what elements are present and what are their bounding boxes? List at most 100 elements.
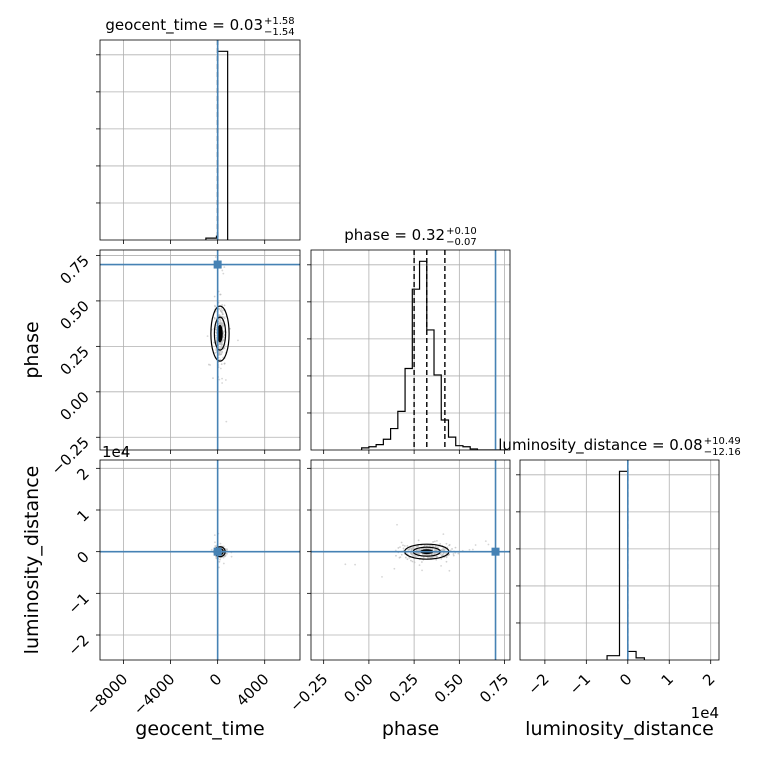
x-tick-label: −4000 xyxy=(130,670,179,719)
scatter-point xyxy=(412,547,415,550)
scatter-point xyxy=(222,272,225,275)
scatter-point xyxy=(221,382,224,384)
scatter-point xyxy=(219,558,221,561)
scatter-point xyxy=(433,555,436,558)
panel-frame xyxy=(99,39,301,241)
scatter-point xyxy=(219,542,222,545)
scatter-point xyxy=(432,541,435,543)
scatter-point xyxy=(221,325,224,328)
scatter-point xyxy=(214,541,216,544)
scatter-point xyxy=(421,569,423,572)
scatter-point xyxy=(441,549,444,551)
y-tick-label: −2 xyxy=(64,631,92,659)
injection-marker xyxy=(213,547,222,556)
scatter-point xyxy=(431,544,434,547)
scatter-point xyxy=(225,420,228,423)
histogram-phase xyxy=(361,260,507,450)
scatter-point xyxy=(427,556,430,559)
x-tick-label: −1 xyxy=(566,670,594,698)
scatter-point xyxy=(213,304,216,307)
panel-title-geocent_time: geocent_time = 0.03 +1.58−1.54 xyxy=(105,16,294,38)
scatter-point xyxy=(218,560,221,563)
scatter-point xyxy=(415,545,418,548)
scatter-point xyxy=(219,350,222,353)
scatter-point xyxy=(396,523,398,526)
scatter-point xyxy=(423,544,426,547)
scatter-point xyxy=(222,545,225,548)
y-tick-label: 2 xyxy=(73,464,92,483)
scatter-point xyxy=(445,552,448,555)
scatter-point xyxy=(442,533,445,536)
scatter-point xyxy=(418,549,421,552)
x-offset-label: 1e4 xyxy=(691,704,719,722)
scatter-point xyxy=(402,544,404,547)
panel-luminosity_distance-vs-phase xyxy=(307,459,511,664)
scatter-point xyxy=(400,553,403,556)
title-main: geocent_time = 0.03 xyxy=(105,16,263,35)
scatter-point xyxy=(229,327,231,330)
title-minus: −1.54 xyxy=(264,27,295,38)
scatter-point xyxy=(213,534,216,537)
scatter-point xyxy=(213,341,216,344)
scatter-point xyxy=(406,544,409,547)
scatter-point xyxy=(404,556,407,559)
scatter-point xyxy=(222,332,225,334)
x-tick-label: −0.25 xyxy=(286,670,331,715)
scatter-point xyxy=(221,377,223,380)
panel-content xyxy=(100,250,300,450)
scatter-point xyxy=(222,556,225,559)
title-plus: +0.10 xyxy=(446,226,477,237)
scatter-point xyxy=(215,340,218,342)
panel-content xyxy=(311,460,510,660)
scatter-point xyxy=(214,351,217,354)
panel-luminosity_distance-vs-luminosity_distance xyxy=(516,459,720,664)
scatter-point xyxy=(224,379,227,381)
x-tick-label: 4000 xyxy=(233,670,273,710)
title-plus: +1.58 xyxy=(264,16,295,27)
panel-title-phase: phase = 0.32 +0.10−0.07 xyxy=(344,226,476,248)
scatter-point xyxy=(220,308,223,310)
x-axis-label: phase xyxy=(382,718,439,740)
scatter-point xyxy=(218,378,221,381)
scatter-point xyxy=(219,319,222,322)
scatter-point xyxy=(412,554,415,557)
scatter-point xyxy=(219,358,222,361)
scatter-point xyxy=(219,293,221,296)
scatter-point xyxy=(399,546,401,549)
x-tick-label: 0.75 xyxy=(476,670,512,706)
scatter-point xyxy=(222,356,225,359)
scatter-point xyxy=(213,295,216,298)
scatter-point xyxy=(445,542,448,545)
panel-content xyxy=(311,250,510,450)
scatter-point xyxy=(218,308,221,311)
x-axis-label: geocent_time xyxy=(135,718,264,740)
y-tick-label: 0.50 xyxy=(56,297,92,333)
scatter-point xyxy=(218,566,220,569)
scatter-point xyxy=(436,555,439,558)
scatter-point xyxy=(410,559,412,562)
x-tick-label: 0.50 xyxy=(431,670,467,706)
scatter-point xyxy=(381,575,383,578)
histogram-luminosity_distance xyxy=(606,470,645,660)
scatter-point xyxy=(457,552,460,555)
scatter-point xyxy=(219,321,221,324)
scatter-point xyxy=(402,547,405,550)
y-tick-label: 0.75 xyxy=(56,252,92,288)
scatter-point xyxy=(213,316,216,319)
scatter-point xyxy=(433,548,436,551)
x-tick-label: 1 xyxy=(658,670,677,689)
scatter-point xyxy=(219,367,222,370)
scatter-point xyxy=(209,364,212,366)
histogram-geocent_time xyxy=(205,50,229,240)
scatter-point xyxy=(408,556,411,559)
scatter-point xyxy=(445,560,448,563)
scatter-point xyxy=(206,335,209,338)
x-tick-label: 0.00 xyxy=(340,670,376,706)
scatter-point xyxy=(452,554,455,557)
scatter-point xyxy=(393,567,396,570)
x-tick-label: −8000 xyxy=(83,670,132,719)
scatter-point xyxy=(221,269,224,272)
scatter-point xyxy=(399,556,402,558)
